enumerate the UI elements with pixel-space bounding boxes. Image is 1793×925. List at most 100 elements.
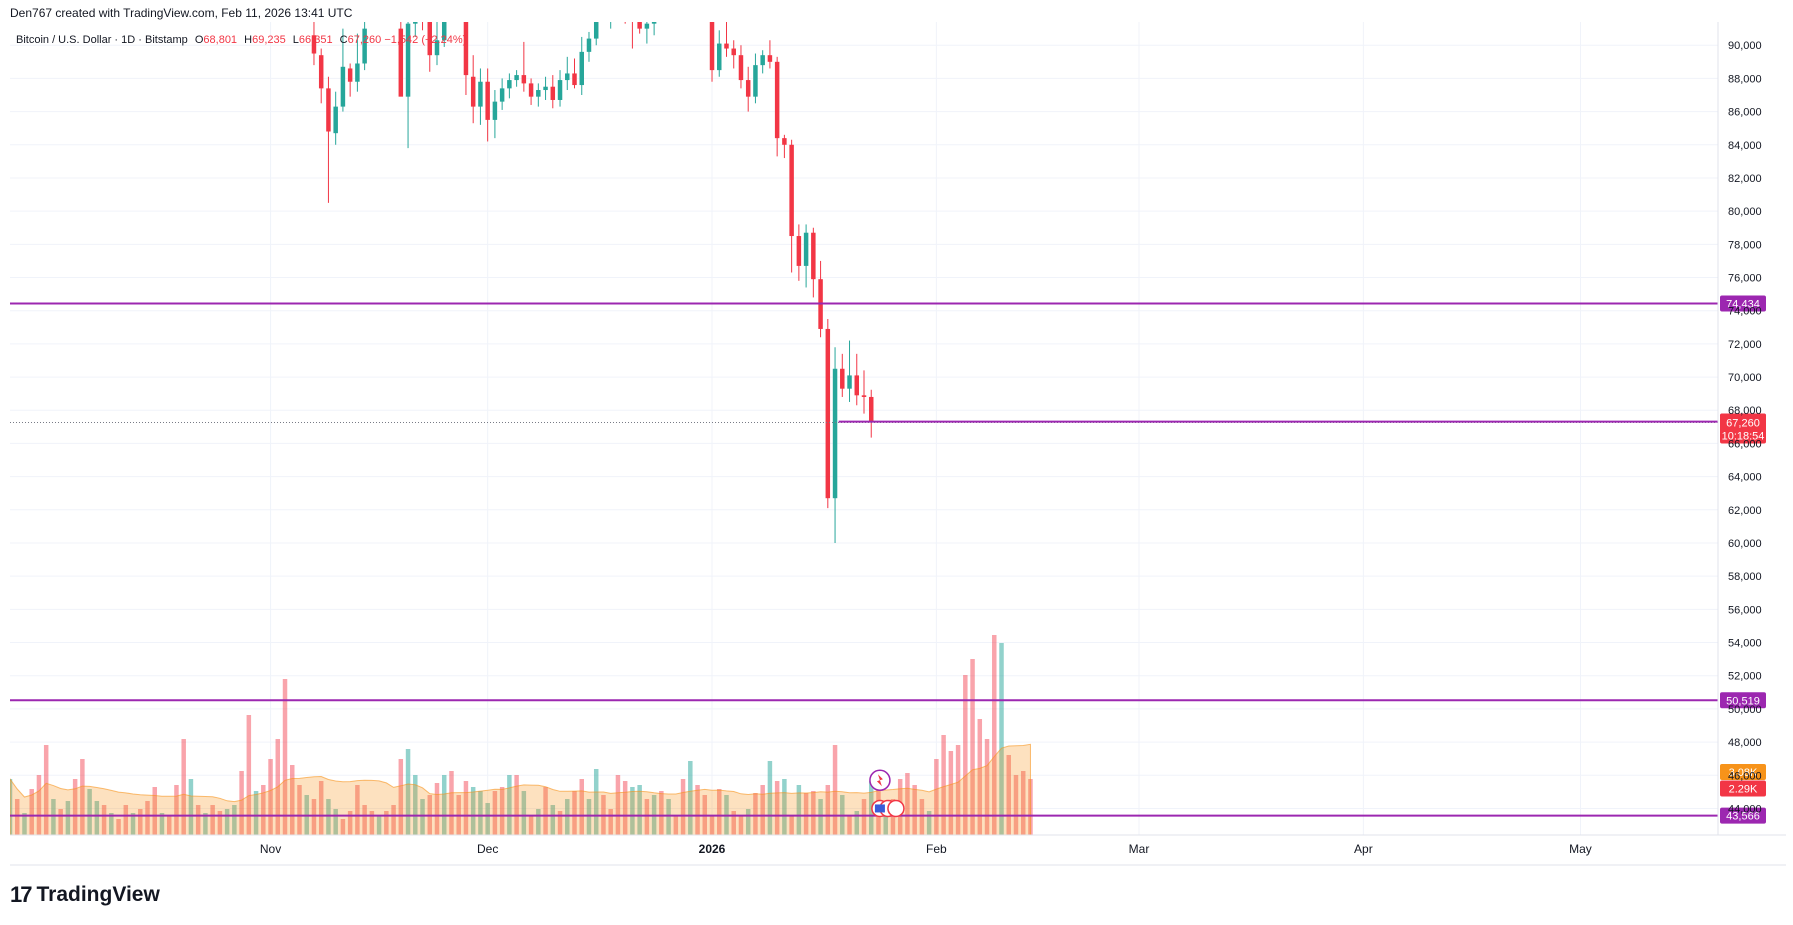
candle-body[interactable] [420,0,424,10]
candle-body[interactable] [579,51,584,86]
candle-body[interactable] [434,40,440,56]
candle-body[interactable] [630,9,634,19]
y-tick-label: 72,000 [1728,339,1762,351]
candle-body[interactable] [362,28,367,64]
close-value: 67,260 [347,34,382,46]
candle-body[interactable] [738,55,744,81]
volume-bar [709,815,715,835]
candle-body[interactable] [608,0,612,20]
candle-body[interactable] [536,90,541,97]
candle-body[interactable] [507,80,512,89]
level-price-label: 74,434 [1726,298,1760,310]
candle-body[interactable] [326,88,331,132]
volume-bar [224,809,230,835]
candle-body[interactable] [760,55,765,66]
candle-body[interactable] [340,66,346,107]
candle-body[interactable] [811,232,816,280]
candle-body[interactable] [413,0,418,24]
candle-body[interactable] [825,328,831,499]
candle-body[interactable] [499,88,505,102]
volume-bar [586,799,592,835]
candle-body[interactable] [557,80,563,100]
level-price-tag [1720,807,1766,824]
volume-bar [145,801,150,835]
y-tick-label: 46,000 [1728,770,1762,782]
candle-body[interactable] [854,375,860,396]
volume-bar [297,785,302,835]
candle-body[interactable] [593,20,599,39]
volume-bar [101,805,107,835]
candle-body[interactable] [528,83,534,97]
y-tick-label: 62,000 [1728,505,1762,517]
candle-body[interactable] [572,73,577,86]
level-price-label: 50,519 [1726,695,1760,707]
candle-body[interactable] [398,28,404,97]
low-label: L [292,34,299,46]
candle-body[interactable] [514,75,519,81]
candle-body[interactable] [753,65,758,97]
candle-body[interactable] [803,232,809,266]
candle-body[interactable] [311,35,317,54]
volume-bar [666,799,671,835]
volume-bar [796,785,802,835]
candle-body[interactable] [724,43,729,49]
candle-body[interactable] [840,368,845,389]
candle-body[interactable] [550,86,556,100]
candle-body[interactable] [731,48,736,56]
candle-body[interactable] [485,81,490,120]
candle-body[interactable] [782,138,787,145]
volume-bar [688,761,693,835]
volume-bar [760,785,765,835]
volume-bar [72,779,78,835]
candle-body[interactable] [318,55,324,89]
y-tick-label: 84,000 [1728,140,1762,152]
event-lightning-icon[interactable] [869,769,891,791]
candle-body[interactable] [543,86,548,91]
candle-body[interactable] [796,236,802,266]
candle-body[interactable] [745,80,751,97]
candle-body[interactable] [441,2,447,41]
volume-bar [543,787,548,835]
candle-body[interactable] [717,43,722,71]
volume-bar [818,799,823,835]
volume-bar [22,813,27,835]
candle-body[interactable] [709,12,715,71]
us-flag-icon [874,804,885,813]
candle-body[interactable] [347,68,353,82]
candle-body[interactable] [521,75,527,84]
candle-body[interactable] [832,368,838,499]
volume-bar [847,815,852,835]
candle-body[interactable] [478,81,483,107]
x-tick-label: Mar [1129,842,1150,856]
candle-body[interactable] [623,0,627,9]
volume-bar [311,799,317,835]
candle-body[interactable] [767,55,773,62]
candle-body[interactable] [861,395,867,397]
volume-value-label: 3.08K [1729,767,1758,779]
volume-bar [166,815,172,835]
candle-body[interactable] [868,396,874,423]
candle-body[interactable] [651,14,657,24]
candle-body[interactable] [774,61,780,139]
candle-body[interactable] [427,10,433,56]
candle-body[interactable] [586,38,592,52]
candle-body[interactable] [470,76,476,107]
candle-body[interactable] [644,23,650,29]
volume-bar [362,805,367,835]
candle-body[interactable] [789,144,794,237]
volume-bar [14,799,20,835]
volume-bar [492,791,498,835]
candle-body[interactable] [405,23,411,97]
candle-body[interactable] [492,101,498,120]
candle-body[interactable] [565,73,570,81]
volume-bar [376,815,382,835]
symbol-title[interactable]: Bitcoin / U.S. Dollar · 1D · Bitstamp [16,34,188,46]
candle-body[interactable] [333,106,338,134]
candle-body[interactable] [847,375,852,389]
candle-body[interactable] [355,63,360,82]
candle-body[interactable] [637,19,642,29]
y-tick-label: 64,000 [1728,472,1762,484]
candle-body[interactable] [463,4,469,76]
economic-event-flag-icon[interactable] [887,799,905,818]
